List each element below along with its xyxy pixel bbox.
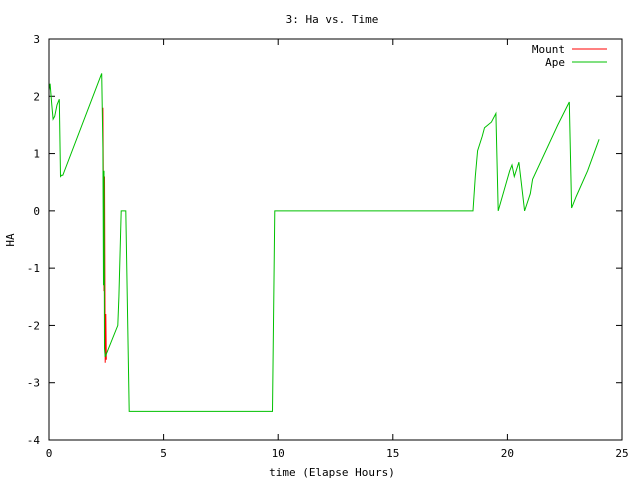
x-axis-label: time (Elapse Hours) (269, 466, 395, 479)
y-tick-label: -1 (27, 262, 40, 275)
y-tick-label: 2 (33, 90, 40, 103)
x-tick-label: 5 (160, 447, 167, 460)
y-tick-label: 0 (33, 205, 40, 218)
series-layer (48, 73, 600, 412)
axis-ticks: 0 5 10 15 20 25 -4 -3 -2 -1 0 1 2 3 (27, 33, 629, 460)
y-tick-label: 3 (33, 33, 40, 46)
x-tick-label: 15 (386, 447, 399, 460)
x-tick-label: 20 (501, 447, 514, 460)
y-tick-label: -3 (27, 377, 40, 390)
plot-frame (48, 38, 623, 441)
legend-label-ape: Ape (545, 56, 565, 69)
y-tick-label: 1 (33, 148, 40, 161)
y-tick-label: -4 (27, 434, 41, 447)
chart-title: 3: Ha vs. Time (286, 13, 379, 26)
x-tick-label: 10 (272, 447, 285, 460)
legend-label-mount: Mount (532, 43, 565, 56)
y-tick-label: -2 (27, 319, 40, 332)
y-axis-label: HA (4, 233, 17, 247)
x-tick-label: 0 (46, 447, 53, 460)
series-line-ape (48, 73, 600, 412)
x-tick-label: 25 (615, 447, 628, 460)
